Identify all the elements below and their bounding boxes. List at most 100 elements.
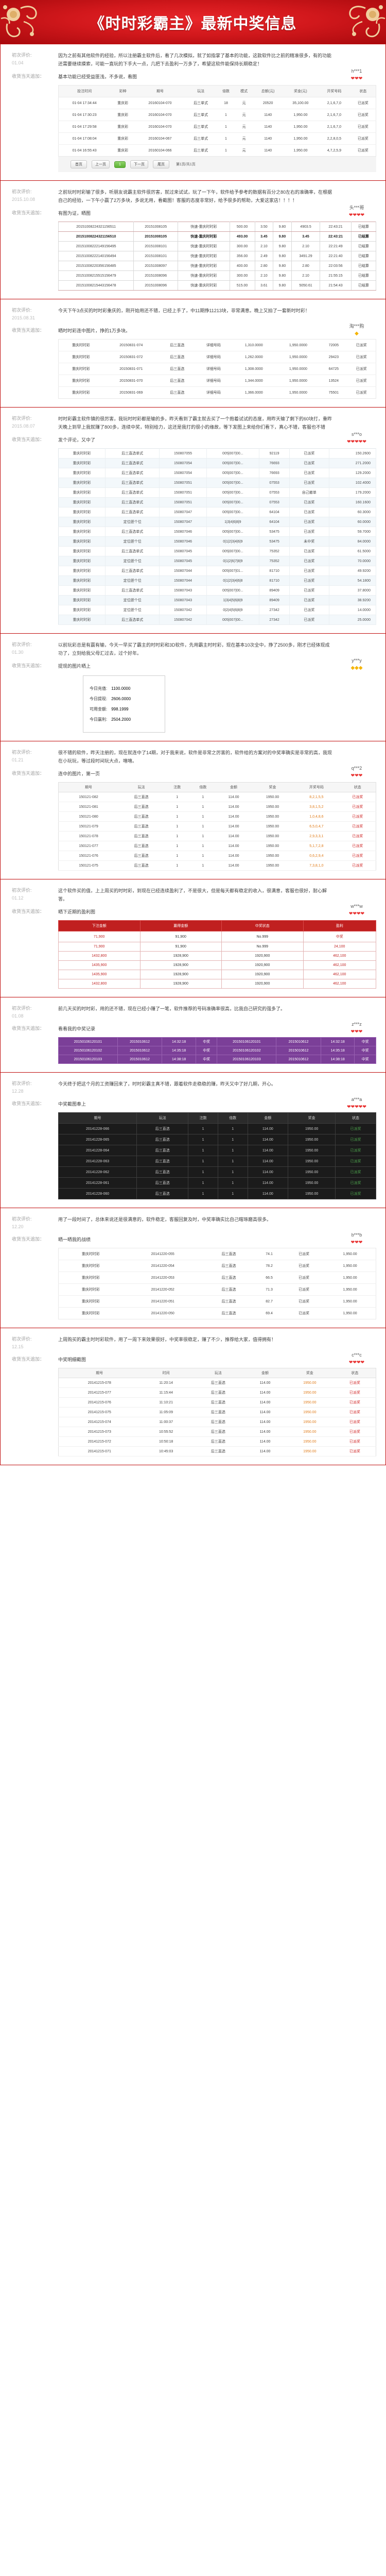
heart-icon: ❤ — [347, 1104, 351, 1109]
table-cell: 20150831-070 — [103, 375, 160, 387]
table-cell: 2,1,6,7,0 — [318, 121, 350, 133]
pager-first-button[interactable]: 首页 — [71, 160, 87, 168]
heart-icon: ❤ — [357, 212, 361, 217]
table-cell: 元 — [242, 149, 246, 152]
table-cell: 后三直选 — [191, 1387, 245, 1398]
table-cell: 1,950.00 — [343, 1311, 357, 1315]
table-cell: 20141215-074 — [58, 1417, 141, 1427]
table-cell: 中奖 — [303, 931, 376, 942]
table-cell: 2,1,6,7,0 — [318, 109, 350, 121]
table-row: 150121-082 后三直选 1 1 114.00 1950.00 8,2,1,5,5 已派… — [58, 792, 376, 802]
table-cell: 后三直选 — [118, 821, 165, 832]
first-review-row: 初次评价: 01.30 以前玩彩总是有赢有输，今天一早买了霸主的时时彩和3D软件，先… — [1, 641, 385, 657]
table-cell: 后三直选 — [118, 831, 165, 841]
table-cell: 150807044 — [159, 575, 207, 586]
column-header: 时间 — [140, 1368, 192, 1378]
heart-icon: ❤ — [347, 439, 351, 444]
table-cell: 1,950.00 — [293, 148, 308, 152]
table-cell: 后三直选 — [159, 351, 196, 363]
table-cell: 已派奖 — [298, 1312, 309, 1315]
table-cell: 后三直选单式 — [105, 497, 160, 507]
table-cell: 已派奖 — [289, 458, 329, 468]
table-cell: 1 — [164, 831, 190, 841]
table-cell: 20141220-052 — [122, 1283, 203, 1296]
table-cell: 10:45:03 — [140, 1446, 192, 1456]
table-cell: 1,950.0000 — [276, 351, 321, 363]
pager-last-button[interactable]: 尾页 — [153, 160, 169, 168]
first-review-date: 12.28 — [12, 1089, 24, 1094]
table-cell: 后三单式 — [194, 149, 208, 152]
table-cell: 53475 — [259, 527, 290, 537]
reviewer-name: c***c — [352, 1352, 362, 1358]
table-cell: 0|1|2|3|4|6|9 — [206, 536, 260, 547]
addition-label: 收货当天追加： — [12, 328, 45, 333]
first-review-text: 因为之前有其他软件的经验，所以注册霸主软件后，看了几次模拟，就了如指掌了基本的功… — [58, 53, 332, 66]
data-table: 重庆时时彩 后三直选单式 150807055 005|007|00... 92119 已派… — [58, 448, 377, 625]
table-cell: 后三直选 — [118, 802, 165, 812]
table-row: 重庆时时彩 20150831-070 后三直选 详细号码 1,344.0000 1,950… — [58, 375, 376, 387]
table-cell: 1950.00 — [288, 1156, 336, 1167]
summary-label: 今日提现: — [90, 697, 108, 701]
first-review-date: 2015.08.07 — [12, 423, 36, 429]
column-header: 状态 — [335, 1112, 376, 1124]
table-cell: 2.10 — [291, 270, 321, 281]
post-block: h***1 ❤❤❤ 初次评价: 01.04 因为之前有其他软件的经验，所以注册霸主软件后… — [0, 44, 386, 181]
table-cell: 179.2000 — [329, 487, 377, 498]
addition-row: 收货当天追加： 基本功能已经受益匪浅，不多说，看图 — [1, 73, 385, 81]
table-row: 150121-075 后三直选 1 1 114.00 1950.00 7,3,8,1,0 已派… — [58, 860, 376, 871]
table-cell: 已派奖 — [350, 132, 376, 145]
addition-text: 基本功能已经受益匪浅，不多说，看图 — [58, 74, 137, 79]
table-cell: 005|007|01... — [206, 566, 260, 576]
table-row: 重庆时时彩 20141220-054 后三直选 78.2 已派奖 1,950.00 — [58, 1260, 376, 1272]
table-cell: 2,1,6,7,0 — [318, 97, 350, 109]
table-cell: 已派奖 — [283, 1295, 325, 1308]
table-cell: 已派奖 — [289, 575, 329, 586]
table-cell: 1920,900 — [221, 979, 304, 989]
column-header: 期号 — [135, 85, 185, 97]
table-cell: 2.10 — [291, 241, 321, 251]
table-cell: 1950.00 — [288, 1177, 336, 1189]
table-cell: 1140 — [264, 148, 272, 152]
first-review-text: 上周购买的霸主时时彩软件，用了一周下来效果很好，中奖率很稳定，赚了不少，推荐给大… — [58, 1337, 276, 1342]
table-cell: 3.45 — [254, 231, 274, 242]
table-cell: 0,6,2,9,4 — [293, 851, 340, 861]
table-cell: 71,900 — [58, 942, 141, 952]
table-row: 71,900 91,900 No.999 24,100 — [58, 942, 376, 952]
table-cell: 元 — [235, 121, 253, 133]
table-cell: 9.80 — [273, 270, 292, 281]
diamond-icon: ◆ — [350, 665, 355, 671]
table-cell: 已派奖 — [289, 517, 329, 527]
table-cell: 150807055 — [159, 448, 207, 459]
table-cell: 005|007|00... — [206, 527, 260, 537]
pager-next-button[interactable]: 下一页 — [130, 160, 148, 168]
table-cell: 定位胆个位 — [105, 556, 160, 566]
page-title: 《时时彩霸主》最新中奖信息 — [89, 14, 297, 33]
heart-icon: ❤ — [355, 773, 359, 778]
table-cell: 1950.00 — [251, 860, 294, 871]
page-root: 《时时彩霸主》最新中奖信息 h***1 ❤❤❤ 初次评价: 01.04 因为之前有其他软… — [0, 0, 386, 1465]
table-cell: 1 — [217, 1188, 248, 1199]
table-row: 重庆时时彩 20150831-074 后三直选 详细号码 1,310.0000 1,950… — [58, 339, 376, 351]
table-row: 20141215-077 11:15:44 后三直选 114.00 1950.00 已派奖 — [58, 1387, 376, 1398]
table-cell: 1 — [217, 1134, 248, 1145]
table-cell: 3.50 — [254, 222, 274, 232]
table-cell: 1 — [164, 792, 190, 802]
table-cell: 20151008215515156479 — [58, 270, 134, 281]
table-cell: 已派奖 — [335, 1177, 376, 1189]
table-cell: 14:32:18 — [320, 1037, 355, 1046]
reviewer-badge: s***o ❤❤❤❤❤ — [335, 431, 378, 445]
table-cell: 20141215-075 — [58, 1407, 141, 1417]
table-cell: 1,950.00 — [324, 1248, 376, 1260]
summary-value: 998.1999 — [111, 707, 129, 711]
pager-current-page[interactable]: 1 — [114, 161, 126, 168]
table-cell: 20160104-066 — [148, 148, 172, 152]
first-review-meta: 初次评价: 01.12 — [1, 887, 58, 902]
column-header: 奖金 — [288, 1112, 336, 1124]
table-cell: 37.8000 — [329, 585, 377, 596]
table-cell: 已派奖 — [347, 339, 376, 351]
table-cell: 1 — [190, 851, 216, 861]
table-cell: 1432,800 — [58, 979, 141, 989]
pager-prev-button[interactable]: 上一页 — [92, 160, 110, 168]
table-cell: 元 — [235, 97, 253, 109]
table-cell: 20141228-065 — [58, 1134, 137, 1145]
